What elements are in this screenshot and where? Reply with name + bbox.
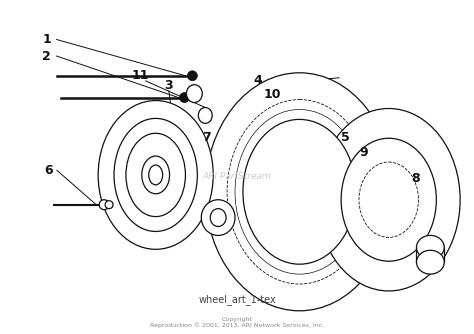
Text: 8: 8 bbox=[411, 172, 420, 185]
Circle shape bbox=[180, 93, 190, 103]
Ellipse shape bbox=[142, 156, 170, 194]
Text: ARI PartStream: ARI PartStream bbox=[202, 172, 272, 181]
Text: 2: 2 bbox=[42, 49, 51, 62]
Text: 1: 1 bbox=[42, 33, 51, 46]
Ellipse shape bbox=[210, 209, 226, 226]
Ellipse shape bbox=[99, 200, 109, 210]
Text: 4: 4 bbox=[254, 74, 263, 88]
Text: 3: 3 bbox=[164, 79, 173, 92]
FancyBboxPatch shape bbox=[417, 247, 444, 262]
Ellipse shape bbox=[359, 162, 419, 237]
Ellipse shape bbox=[205, 73, 394, 311]
Text: 5: 5 bbox=[341, 131, 349, 144]
Text: 11: 11 bbox=[132, 69, 149, 82]
Text: 9: 9 bbox=[360, 146, 368, 159]
Ellipse shape bbox=[114, 119, 197, 231]
Ellipse shape bbox=[243, 119, 356, 264]
Ellipse shape bbox=[198, 108, 212, 123]
Text: 7: 7 bbox=[202, 131, 211, 144]
Ellipse shape bbox=[126, 133, 185, 216]
Ellipse shape bbox=[105, 201, 113, 209]
Text: wheel_art_1-tex: wheel_art_1-tex bbox=[198, 294, 276, 305]
Ellipse shape bbox=[149, 165, 163, 185]
Text: 6: 6 bbox=[45, 164, 53, 177]
Ellipse shape bbox=[201, 200, 235, 235]
Text: 10: 10 bbox=[264, 88, 281, 101]
Text: Copyright
Reproduction © 2001, 2013, ARI Network Services, Inc.: Copyright Reproduction © 2001, 2013, ARI… bbox=[150, 317, 324, 328]
Ellipse shape bbox=[417, 235, 444, 259]
Ellipse shape bbox=[186, 85, 202, 103]
Ellipse shape bbox=[417, 250, 444, 274]
Ellipse shape bbox=[98, 101, 213, 249]
Ellipse shape bbox=[317, 109, 460, 291]
Ellipse shape bbox=[235, 110, 364, 274]
Ellipse shape bbox=[341, 138, 437, 261]
Circle shape bbox=[187, 71, 197, 81]
